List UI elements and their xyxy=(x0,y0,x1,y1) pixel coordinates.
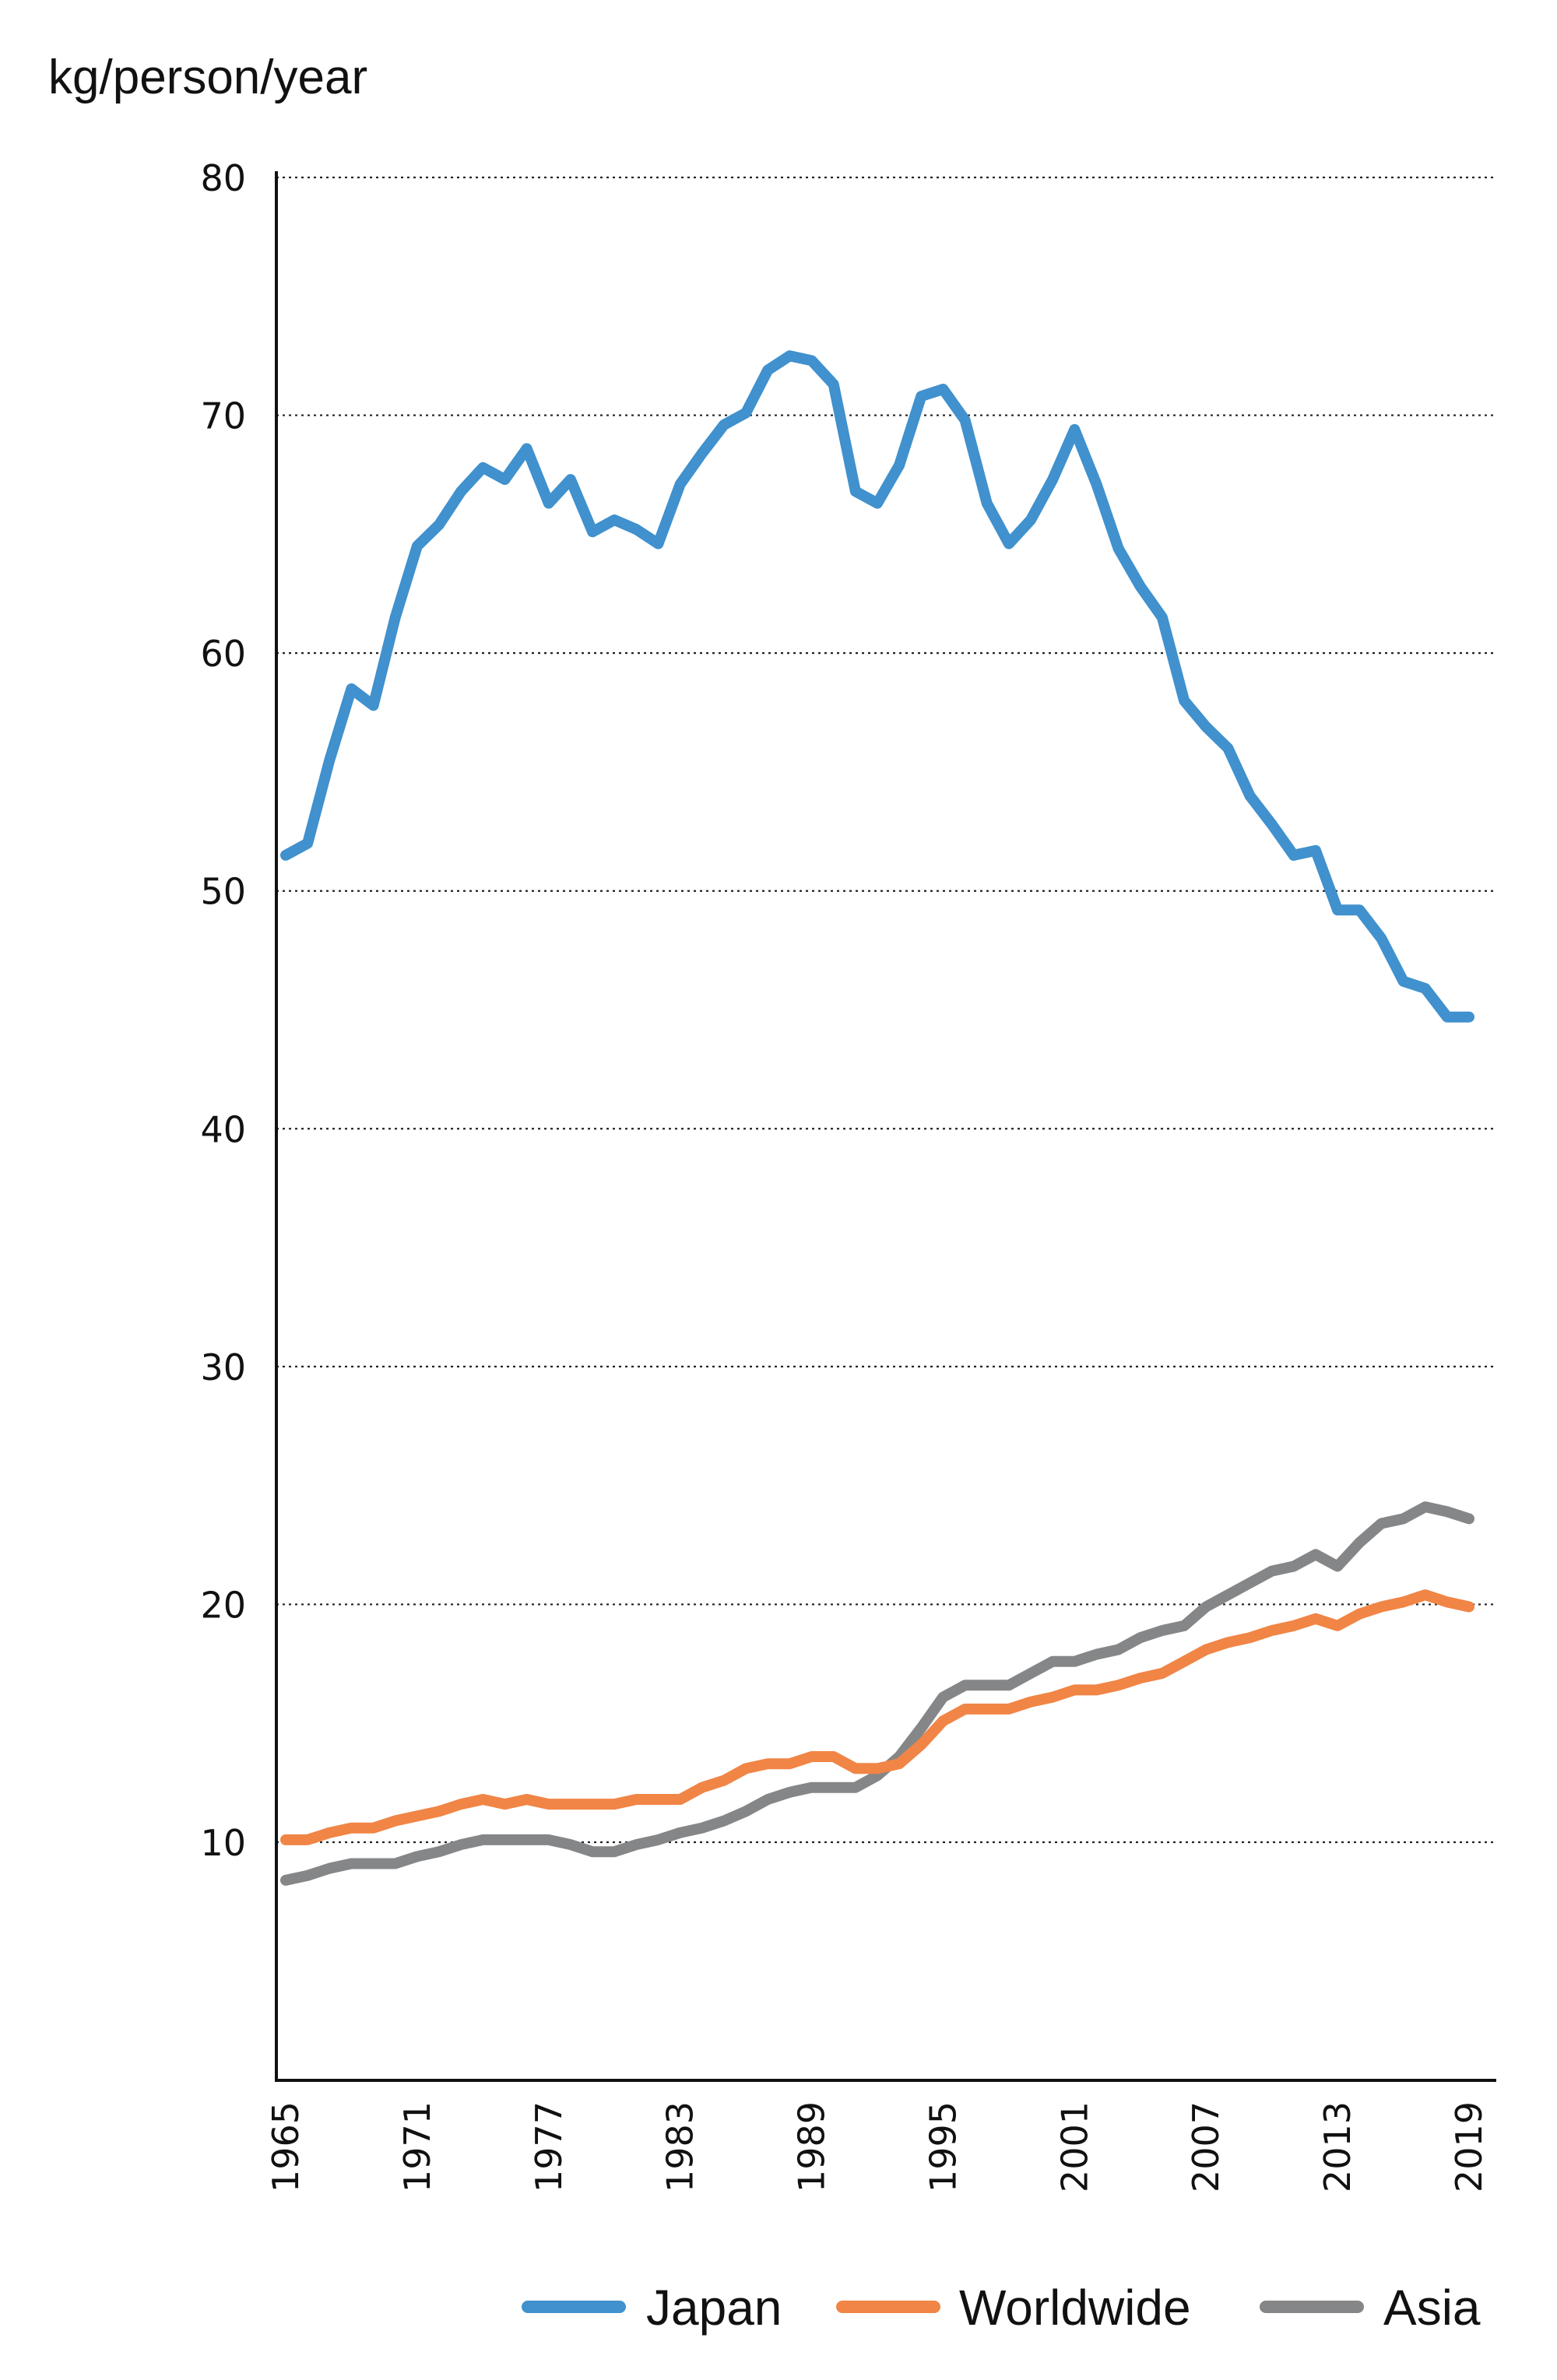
x-tick-1989: 1989 xyxy=(791,2101,833,2192)
legend-label-worldwide: Worldwide xyxy=(959,2280,1191,2336)
y-tick-20: 20 xyxy=(200,1584,246,1626)
y-tick-30: 30 xyxy=(200,1346,246,1388)
y-axis-label: kg/person/year xyxy=(48,51,367,104)
y-tick-60: 60 xyxy=(200,633,246,675)
x-tick-1995: 1995 xyxy=(922,2101,964,2192)
legend: Japan Worldwide Asia xyxy=(522,2280,1481,2336)
y-tick-50: 50 xyxy=(200,871,246,913)
series-line-asia xyxy=(280,1501,1474,1886)
x-tick-labels: 1965 1971 1977 1983 1989 1995 2001 2007 2013 2019 xyxy=(265,2101,1490,2192)
legend-label-asia: Asia xyxy=(1383,2280,1481,2336)
x-tick-2013: 2013 xyxy=(1316,2101,1358,2192)
series-line-worldwide xyxy=(280,1589,1474,1845)
y-tick-80: 80 xyxy=(200,157,246,199)
x-tick-1965: 1965 xyxy=(265,2101,307,2192)
x-tick-1977: 1977 xyxy=(528,2101,570,2192)
x-tick-2001: 2001 xyxy=(1053,2101,1095,2192)
y-tick-labels: 10 20 30 40 50 60 70 80 xyxy=(200,157,246,1864)
gridlines xyxy=(276,176,1495,1844)
series-line-japan xyxy=(280,350,1474,1023)
y-tick-10: 10 xyxy=(200,1822,246,1864)
y-tick-70: 70 xyxy=(200,395,246,437)
x-tick-1971: 1971 xyxy=(396,2101,438,2192)
y-tick-40: 40 xyxy=(200,1108,246,1150)
x-tick-2007: 2007 xyxy=(1185,2101,1227,2192)
axes xyxy=(275,171,1496,2082)
x-tick-2019: 2019 xyxy=(1448,2101,1490,2192)
x-tick-1983: 1983 xyxy=(659,2101,701,2192)
legend-label-japan: Japan xyxy=(646,2280,782,2336)
series-lines xyxy=(280,350,1474,1886)
